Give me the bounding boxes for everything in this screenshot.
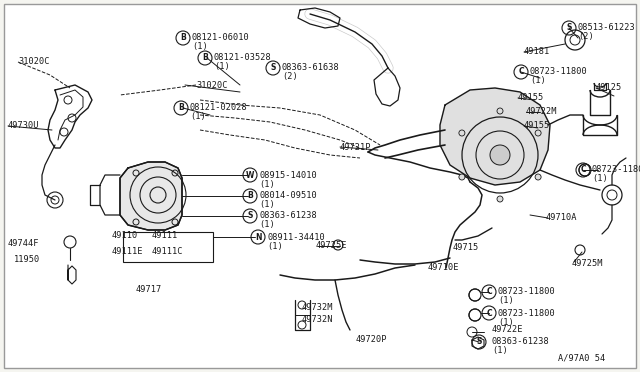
Text: (1): (1) [214, 62, 230, 71]
Text: (1): (1) [492, 346, 508, 356]
Text: B: B [247, 192, 253, 201]
Text: 49730U: 49730U [8, 122, 40, 131]
Circle shape [535, 174, 541, 180]
Text: C: C [486, 308, 492, 317]
Text: (1): (1) [498, 317, 514, 327]
Text: (1): (1) [192, 42, 208, 51]
Text: (1): (1) [190, 112, 205, 122]
Text: 49111E: 49111E [112, 247, 143, 257]
Circle shape [535, 130, 541, 136]
Text: 49111C: 49111C [152, 247, 184, 257]
Text: 49155: 49155 [524, 122, 550, 131]
Circle shape [459, 174, 465, 180]
Text: 49722M: 49722M [526, 108, 557, 116]
Polygon shape [120, 162, 182, 230]
Text: C: C [486, 288, 492, 296]
Text: 08121-03528: 08121-03528 [214, 54, 272, 62]
Circle shape [497, 196, 503, 202]
Text: 31020C: 31020C [196, 80, 227, 90]
Circle shape [497, 108, 503, 114]
Text: S: S [566, 23, 572, 32]
Text: B: B [202, 54, 208, 62]
Text: S: S [270, 64, 276, 73]
Text: C: C [518, 67, 524, 77]
Text: 08915-14010: 08915-14010 [259, 170, 317, 180]
Text: 31020C: 31020C [18, 58, 49, 67]
Text: 49715: 49715 [453, 243, 479, 251]
Text: 49110: 49110 [112, 231, 138, 240]
Text: 49725M: 49725M [572, 260, 604, 269]
Text: S: S [476, 337, 482, 346]
Text: 08723-11800: 08723-11800 [498, 308, 556, 317]
Text: 49181: 49181 [524, 48, 550, 57]
Text: 11950: 11950 [14, 256, 40, 264]
Text: B: B [178, 103, 184, 112]
Text: 49720P: 49720P [356, 336, 387, 344]
Text: 08723-11800: 08723-11800 [530, 67, 588, 77]
Text: 08723-11800: 08723-11800 [498, 288, 556, 296]
Text: 49111: 49111 [152, 231, 179, 240]
Text: 49732N: 49732N [302, 315, 333, 324]
Text: (2): (2) [578, 32, 594, 42]
Text: 08121-02028: 08121-02028 [190, 103, 248, 112]
Text: 49722E: 49722E [492, 326, 524, 334]
Text: 49125: 49125 [596, 83, 622, 93]
Circle shape [490, 145, 510, 165]
Text: 49710E: 49710E [428, 263, 460, 273]
Text: (1): (1) [259, 221, 275, 230]
Text: (1): (1) [267, 241, 283, 250]
Text: (1): (1) [259, 201, 275, 209]
Text: 49721P: 49721P [340, 142, 371, 151]
Text: 08513-61223: 08513-61223 [578, 23, 636, 32]
Text: 49717: 49717 [136, 285, 163, 295]
Text: 49155: 49155 [518, 93, 544, 103]
Text: 49725E: 49725E [316, 241, 348, 250]
Text: C: C [580, 166, 586, 174]
Text: 08014-09510: 08014-09510 [259, 192, 317, 201]
Polygon shape [440, 88, 550, 185]
Text: 49710A: 49710A [546, 214, 577, 222]
Text: A/97A0 54: A/97A0 54 [558, 353, 605, 362]
Text: 08363-61238: 08363-61238 [259, 212, 317, 221]
Text: 49744F: 49744F [8, 238, 40, 247]
Text: N: N [255, 232, 261, 241]
Text: S: S [247, 212, 253, 221]
Text: (1): (1) [259, 180, 275, 189]
Bar [123, 232, 213, 262]
Text: (2): (2) [282, 73, 298, 81]
Text: B: B [180, 33, 186, 42]
Text: 49732M: 49732M [302, 304, 333, 312]
Circle shape [459, 130, 465, 136]
Text: W: W [246, 170, 254, 180]
Text: 08911-34410: 08911-34410 [267, 232, 324, 241]
Text: 08723-11800: 08723-11800 [592, 166, 640, 174]
Text: 08121-06010: 08121-06010 [192, 33, 250, 42]
Text: (1): (1) [592, 174, 608, 183]
Text: 08363-61638: 08363-61638 [282, 64, 340, 73]
Text: (1): (1) [530, 77, 546, 86]
Text: 08363-61238: 08363-61238 [492, 337, 550, 346]
Text: (1): (1) [498, 296, 514, 305]
